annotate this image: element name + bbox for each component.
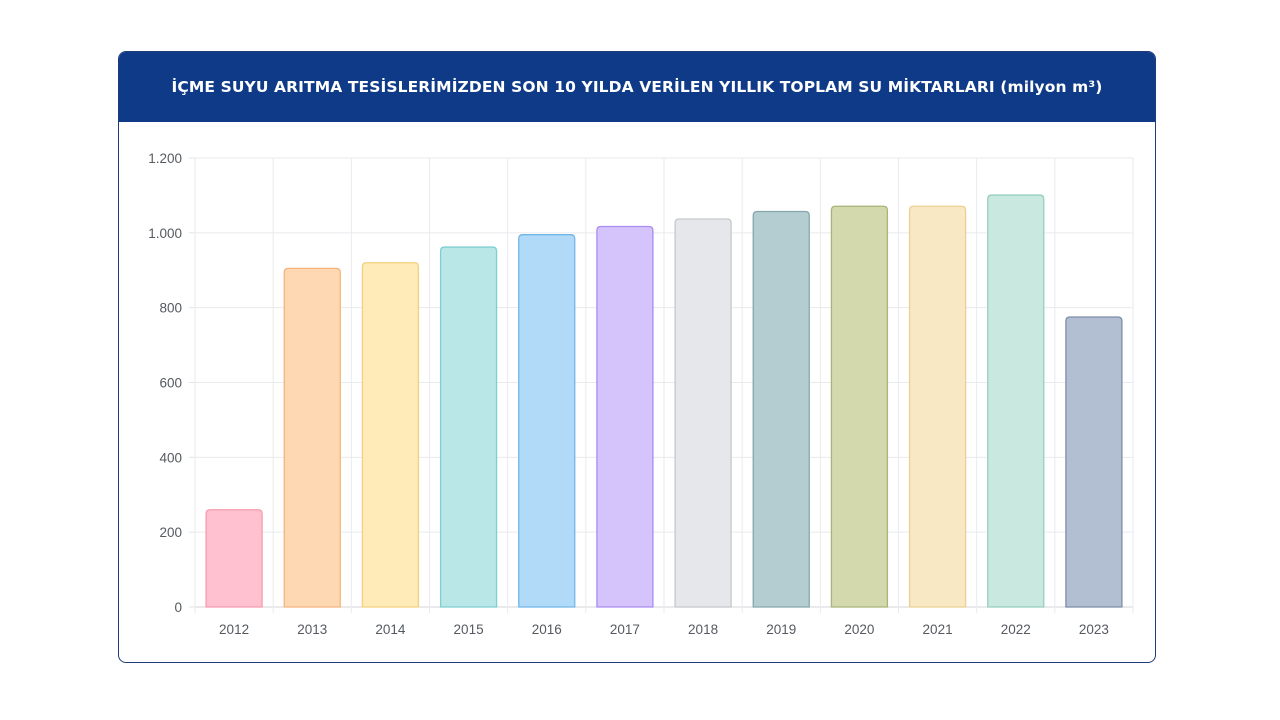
x-tick-label: 2023	[1079, 622, 1109, 637]
y-tick-label: 1.200	[148, 151, 182, 166]
bar-2022	[987, 194, 1045, 608]
bar-2020	[830, 205, 889, 608]
x-tick-label: 2019	[766, 622, 796, 637]
chart-header: İÇME SUYU ARITMA TESİSLERİMİZDEN SON 10 …	[119, 52, 1155, 122]
bar-2015	[439, 246, 498, 608]
x-tick-label: 2013	[297, 622, 327, 637]
chart-card: İÇME SUYU ARITMA TESİSLERİMİZDEN SON 10 …	[118, 51, 1156, 663]
bar-2023	[1065, 316, 1123, 608]
y-tick-label: 400	[159, 450, 182, 465]
x-tick-label: 2015	[454, 622, 484, 637]
bar-chart: 0 200 400 600 800 1.000 1.200 2012 2013 2014 2015 2…	[148, 151, 1134, 637]
y-tick-label: 800	[159, 301, 182, 316]
bar-2016	[518, 234, 576, 608]
x-tick-label: 2017	[610, 622, 640, 637]
x-tick-label: 2012	[219, 622, 249, 637]
x-tick-label: 2018	[688, 622, 718, 637]
y-tick-label: 600	[159, 376, 182, 391]
y-tick-label: 200	[159, 525, 182, 540]
y-tick-label: 0	[174, 600, 182, 615]
bar-2019	[752, 210, 810, 608]
x-tick-label: 2021	[923, 622, 953, 637]
bar-2021	[908, 205, 967, 608]
chart-title: İÇME SUYU ARITMA TESİSLERİMİZDEN SON 10 …	[171, 78, 1103, 96]
bar-2018	[674, 218, 732, 608]
bar-2017	[596, 225, 654, 608]
x-tick-label: 2020	[844, 622, 874, 637]
x-tick-label: 2014	[375, 622, 406, 637]
y-tick-label: 1.000	[148, 226, 182, 241]
x-tick-label: 2016	[532, 622, 562, 637]
bar-2012	[205, 509, 263, 608]
x-tick-label: 2022	[1001, 622, 1031, 637]
bar-2013	[283, 267, 341, 608]
bar-2014	[361, 262, 420, 608]
